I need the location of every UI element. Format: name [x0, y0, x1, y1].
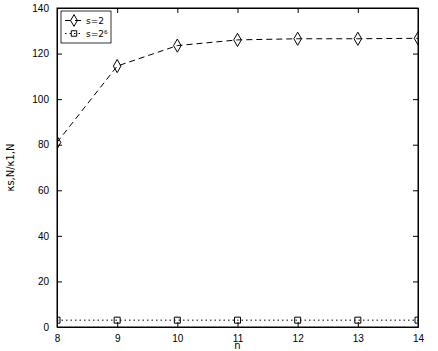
y-axis-right — [413, 9, 419, 328]
series-marker — [174, 317, 180, 323]
tick — [413, 54, 418, 55]
legend-label: s=2⁶ — [86, 29, 108, 39]
tick: 60 — [38, 185, 62, 196]
series-group — [57, 32, 418, 323]
legend: s=2 s=2⁶ — [61, 11, 111, 43]
tick: 140 — [32, 3, 62, 14]
tick-mark — [57, 8, 62, 9]
tick: 100 — [32, 94, 62, 105]
tick-label: 120 — [32, 48, 49, 59]
tick — [413, 281, 418, 282]
tick-label: 40 — [38, 231, 50, 242]
legend-line — [65, 33, 83, 34]
series-line — [57, 38, 418, 142]
series-marker — [114, 317, 120, 323]
tick-label: 20 — [38, 276, 50, 287]
axis-line — [57, 9, 58, 328]
tick-label: 9 — [115, 333, 121, 344]
tick — [177, 8, 178, 13]
series-marker — [354, 32, 362, 45]
tick — [413, 8, 418, 9]
series-marker — [57, 317, 60, 323]
chart: 891011121314020406080100120140s=2s=2⁶nκs… — [0, 0, 438, 351]
x-axis-top — [58, 8, 419, 13]
tick-mark — [413, 281, 418, 282]
tick-label: 8 — [55, 333, 61, 344]
tick-mark — [57, 54, 62, 55]
tick-label: 140 — [32, 3, 49, 14]
tick-mark — [413, 145, 418, 146]
tick — [238, 8, 239, 13]
tick-mark — [413, 54, 418, 55]
tick-label: 100 — [32, 94, 49, 105]
tick-mark — [298, 8, 299, 13]
tick-mark — [57, 190, 62, 191]
legend-box — [61, 11, 111, 43]
axis-line — [418, 9, 419, 328]
legend-marker — [71, 31, 76, 36]
tick-label: 12 — [293, 333, 305, 344]
series-marker — [174, 39, 182, 52]
tick — [413, 190, 418, 191]
series-marker — [57, 136, 61, 149]
tick-label: 80 — [38, 139, 50, 150]
tick — [413, 236, 418, 237]
tick-mark — [117, 8, 118, 13]
tick-mark — [57, 99, 62, 100]
tick — [413, 145, 418, 146]
tick-mark — [238, 8, 239, 13]
tick-label: 14 — [413, 333, 425, 344]
tick-mark — [413, 190, 418, 191]
tick-mark — [358, 8, 359, 13]
tick — [298, 8, 299, 13]
tick: 10 — [172, 322, 184, 344]
series-marker — [355, 317, 361, 323]
axis-line — [58, 327, 419, 328]
series-marker — [113, 60, 121, 73]
legend-marker — [71, 15, 78, 27]
series-marker — [294, 32, 302, 45]
legend-label: s=2 — [86, 16, 104, 26]
tick-mark — [57, 236, 62, 237]
tick-label: 10 — [172, 333, 184, 344]
tick-mark — [413, 236, 418, 237]
tick-mark — [177, 8, 178, 13]
tick — [358, 8, 359, 13]
series-line — [57, 320, 418, 321]
tick: 40 — [38, 231, 62, 242]
x-axis-title: n — [234, 340, 240, 351]
y-axis: 0 20 40 60 80 100 120 140 — [32, 3, 62, 333]
tick: 120 — [32, 48, 62, 59]
tick: 20 — [38, 276, 62, 287]
series-marker — [295, 317, 301, 323]
tick: 12 — [293, 322, 305, 344]
tick-mark — [57, 327, 62, 328]
tick-mark — [413, 327, 418, 328]
series-marker — [414, 32, 418, 45]
tick — [413, 99, 418, 100]
series-marker — [234, 33, 242, 46]
tick-mark — [57, 281, 62, 282]
tick: 9 — [115, 322, 121, 344]
plot-frame — [57, 8, 418, 327]
tick-label: 60 — [38, 185, 50, 196]
y-axis-title: κs,N/κ1,N — [5, 143, 16, 191]
series-marker — [415, 317, 418, 323]
tick-mark — [413, 99, 418, 100]
tick-mark — [413, 8, 418, 9]
tick — [413, 327, 418, 328]
tick-label: 13 — [353, 333, 365, 344]
tick: 13 — [353, 322, 365, 344]
series-marker — [235, 317, 241, 323]
plot: 891011121314020406080100120140s=2s=2⁶ — [32, 3, 424, 344]
tick-label: 0 — [43, 322, 49, 333]
legend-line — [65, 20, 83, 21]
tick — [117, 8, 118, 13]
